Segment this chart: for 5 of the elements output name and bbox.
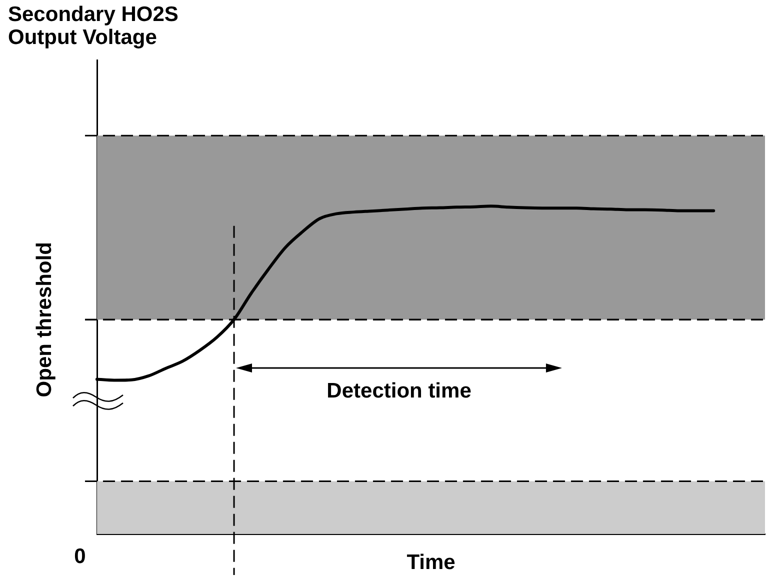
annotation: Detection time — [326, 379, 472, 402]
chart-title: Secondary HO2S Output Voltage — [8, 3, 180, 49]
ref-line-label: Open threshold — [32, 242, 56, 398]
text: 0 — [74, 544, 86, 568]
x-axis-title: Time — [406, 551, 456, 574]
